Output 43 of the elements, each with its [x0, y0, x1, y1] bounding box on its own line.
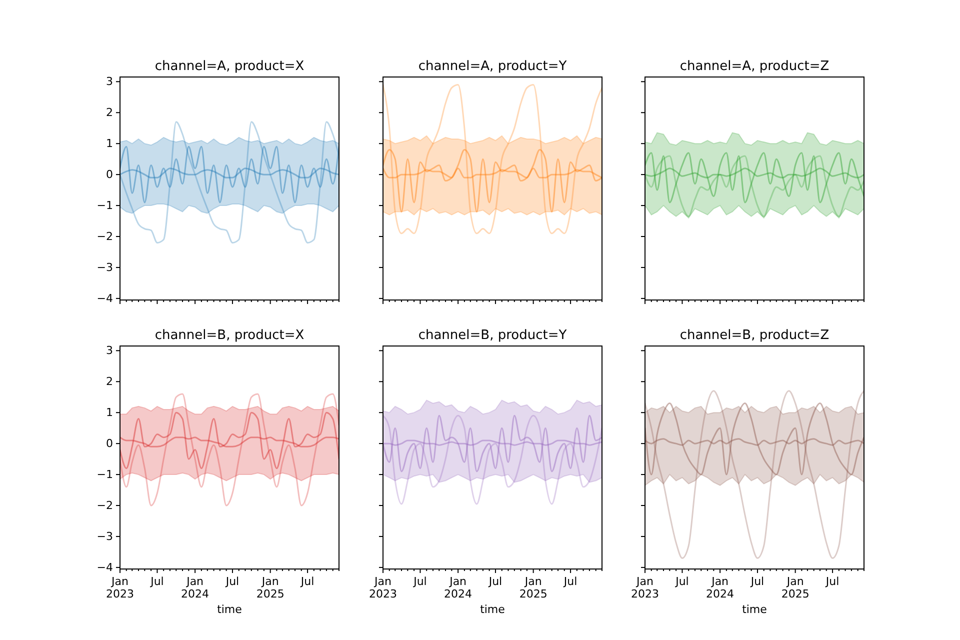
y-tick-label: 3: [106, 75, 113, 88]
chart-title: channel=A, product=Z: [680, 59, 830, 74]
chart-title: channel=B, product=Y: [418, 328, 567, 343]
x-tick-label: Jul: [412, 575, 427, 588]
y-tick-label: −2: [96, 230, 113, 244]
x-tick-label: Jul: [824, 575, 840, 588]
y-tick-label: −4: [96, 292, 113, 305]
x-tick-label: Jan 2023: [369, 575, 397, 601]
x-tick-label: Jan 2023: [106, 575, 134, 601]
chart-title: channel=B, product=Z: [680, 328, 830, 343]
y-tick-label: −3: [96, 261, 113, 274]
x-tick-label: Jul: [150, 575, 164, 588]
x-tick-label: Jul: [488, 575, 502, 588]
y-tick-label: −4: [96, 560, 113, 574]
x-tick-label: Jan 2024: [706, 575, 734, 601]
x-axis-title: time: [742, 603, 768, 616]
y-tick-label: 3: [106, 344, 113, 358]
x-axis-title: time: [217, 603, 242, 616]
x-tick-label: Jul: [562, 575, 578, 588]
y-tick-label: −1: [96, 468, 113, 482]
y-tick-label: 1: [106, 137, 113, 150]
y-tick-label: −2: [96, 499, 113, 512]
chart-title: channel=A, product=X: [154, 59, 304, 74]
x-tick-label: Jan 2023: [631, 575, 659, 601]
chart-title: channel=A, product=Y: [418, 59, 567, 74]
x-tick-label: Jan 2024: [444, 575, 472, 601]
x-tick-label: Jan 2025: [256, 575, 284, 601]
y-tick-label: 0: [106, 168, 113, 182]
chart-title: channel=B, product=X: [154, 328, 304, 343]
x-tick-label: Jul: [674, 575, 689, 588]
x-tick-label: Jan 2025: [519, 575, 548, 601]
x-axis-title: time: [480, 603, 506, 616]
x-tick-label: Jan 2024: [181, 575, 210, 601]
x-tick-label: Jul: [750, 575, 764, 588]
y-tick-label: −1: [96, 199, 113, 212]
y-tick-label: −3: [96, 530, 113, 543]
x-tick-label: Jul: [300, 575, 314, 588]
y-tick-label: 0: [106, 437, 113, 450]
x-tick-label: Jul: [224, 575, 240, 588]
x-tick-label: Jan 2025: [781, 575, 810, 601]
y-tick-label: 1: [106, 406, 113, 420]
y-tick-label: 2: [106, 375, 113, 388]
y-tick-label: 2: [106, 106, 113, 120]
